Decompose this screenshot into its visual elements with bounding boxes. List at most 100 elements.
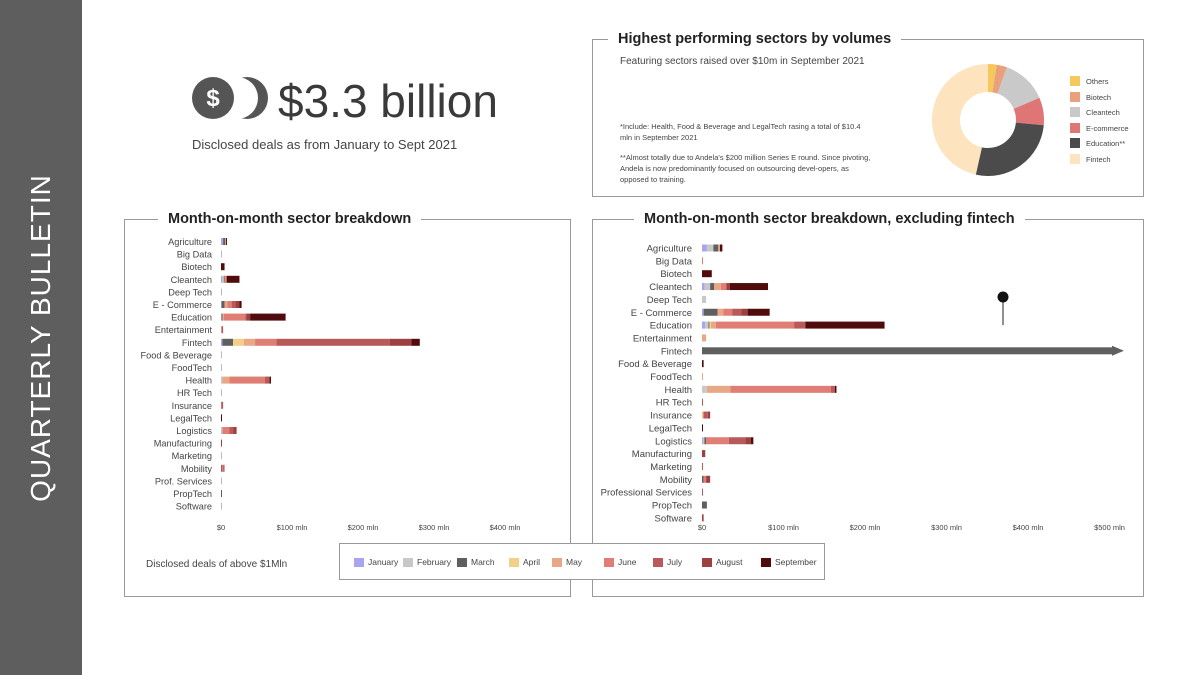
right-bar-insurance-may (702, 411, 704, 419)
right-bar-cleantech-may (714, 283, 721, 291)
donut-slice-education (975, 122, 1044, 176)
left-bar-hr-tech-empty (221, 389, 222, 397)
left-bar-entertainment-may (221, 326, 222, 334)
legend-label: June (618, 557, 637, 567)
right-bar-cleantech-january (702, 283, 705, 291)
dollar-coin-icon: $ (192, 77, 268, 119)
left-bar-mobility-july (223, 464, 225, 472)
right-bar-legaltech-september (702, 424, 703, 432)
headline-subtitle: Disclosed deals as from January to Sept … (192, 137, 458, 152)
legend-label: May (566, 557, 583, 567)
right-category-label: Deep Tech (647, 295, 692, 306)
left-category-label: Marketing (172, 451, 212, 461)
right-bar-logistics-july (728, 437, 746, 445)
left-bar-health-february (221, 376, 223, 384)
right-bar-logistics-august (745, 437, 751, 445)
right-x-tick-label: $500 mln (1094, 523, 1125, 532)
right-category-label: Cleantech (649, 282, 692, 293)
legend-swatch (457, 558, 467, 567)
right-bar-cleantech-august (726, 283, 730, 291)
right-fintech-arrow-head (1112, 345, 1124, 356)
right-x-tick-label: $100 mln (768, 523, 799, 532)
left-category-label: Education (171, 313, 212, 323)
foot-note: Disclosed deals of above $1Mln (146, 559, 288, 570)
right-bar-education-january (702, 321, 706, 329)
donut-legend-swatch (1070, 91, 1080, 102)
left-category-label: Fintech (182, 338, 212, 348)
footnote-include: *Include: Health, Food & Beverage and Le… (620, 122, 861, 142)
left-category-label: Big Data (177, 250, 213, 260)
left-bar-food-beverage-empty (221, 351, 222, 359)
legend-label: September (775, 557, 817, 567)
left-bar-logistics-august (233, 427, 237, 434)
right-category-label: Agriculture (647, 244, 692, 255)
right-bar-mobility-june (703, 475, 707, 483)
right-bar-software-august (702, 514, 704, 522)
donut-slice-fintech (932, 64, 988, 175)
right-fintech-arrow-bar (702, 347, 1112, 355)
right-bar-education-april (709, 321, 711, 329)
left-category-label: Prof. Services (155, 476, 213, 486)
legend-swatch (653, 558, 663, 567)
right-bar-mobility-august (706, 475, 711, 483)
featuring-text: Featuring sectors raised over $10m in Se… (620, 56, 865, 67)
right-category-label: HR Tech (656, 398, 692, 409)
right-category-label: E - Commerce (631, 308, 692, 319)
right-category-label: Marketing (650, 462, 692, 473)
donut-slice-e-commerce (1013, 97, 1044, 126)
left-category-label: Deep Tech (168, 287, 212, 297)
right-bar-health-july (830, 385, 835, 393)
right-bar-insurance-april (702, 411, 703, 419)
right-bar-food-beverage-september (702, 360, 704, 368)
donut-legend-label: Others (1086, 77, 1109, 86)
right-bar-entertainment-may (702, 334, 707, 342)
donut-legend-label: Biotech (1086, 92, 1112, 102)
legend-swatch (354, 558, 364, 567)
left-bar-insurance-july (221, 401, 224, 409)
left-bar-e-commerce-september (239, 301, 242, 308)
left-bar-agriculture-september (225, 238, 227, 245)
sector-donut-chart (932, 64, 1044, 176)
right-bar-big-data-june (702, 257, 703, 265)
donut-legend-label: Fintech (1086, 155, 1111, 164)
right-category-label: LegalTech (649, 423, 692, 434)
left-bar-biotech-september (221, 263, 225, 271)
left-category-label: Biotech (181, 262, 212, 272)
legend-label: April (523, 557, 541, 567)
left-bar-e-commerce-june (227, 301, 232, 308)
right-bar-education-june (715, 321, 795, 329)
legend-swatch (403, 558, 413, 567)
left-bar-education-may (222, 313, 224, 321)
legend-label: July (667, 557, 683, 567)
left-category-label: Cleantech (171, 275, 212, 285)
right-bar-health-june (730, 385, 831, 393)
right-x-tick-label: $0 (698, 523, 706, 532)
left-bar-education-march (221, 313, 223, 321)
right-category-label: Education (650, 321, 692, 332)
right-x-tick-label: $400 mln (1013, 523, 1044, 532)
right-category-label: Big Data (656, 256, 693, 267)
right-bar-professional-services-july (702, 488, 703, 496)
right-bar-health-september (834, 385, 837, 393)
left-category-label: Software (176, 502, 212, 512)
headline-amount: $3.3 billion (278, 75, 498, 127)
left-bar-cleantech-february (222, 275, 224, 283)
top-panel-title: Highest performing sectors by volumes (608, 31, 902, 47)
donut-legend-swatch (1070, 107, 1080, 118)
right-bar-e-commerce-september (747, 308, 770, 316)
left-bar-big-data-empty (221, 250, 222, 258)
left-category-label: PropTech (173, 489, 212, 499)
left-bar-education-september (250, 313, 286, 321)
right-bar-e-commerce-march (703, 308, 718, 316)
right-bar-education-may (710, 321, 716, 329)
right-bar-health-may (706, 385, 731, 393)
right-x-tick-label: $200 mln (850, 523, 881, 532)
left-category-label: Food & Beverage (140, 350, 212, 360)
legend-label: August (716, 557, 743, 567)
legend-swatch (761, 558, 771, 567)
left-bar-agriculture-march (223, 238, 226, 245)
donut-legend-swatch (1070, 122, 1080, 133)
right-bar-agriculture-september (719, 244, 723, 252)
left-category-label: Entertainment (155, 325, 213, 335)
